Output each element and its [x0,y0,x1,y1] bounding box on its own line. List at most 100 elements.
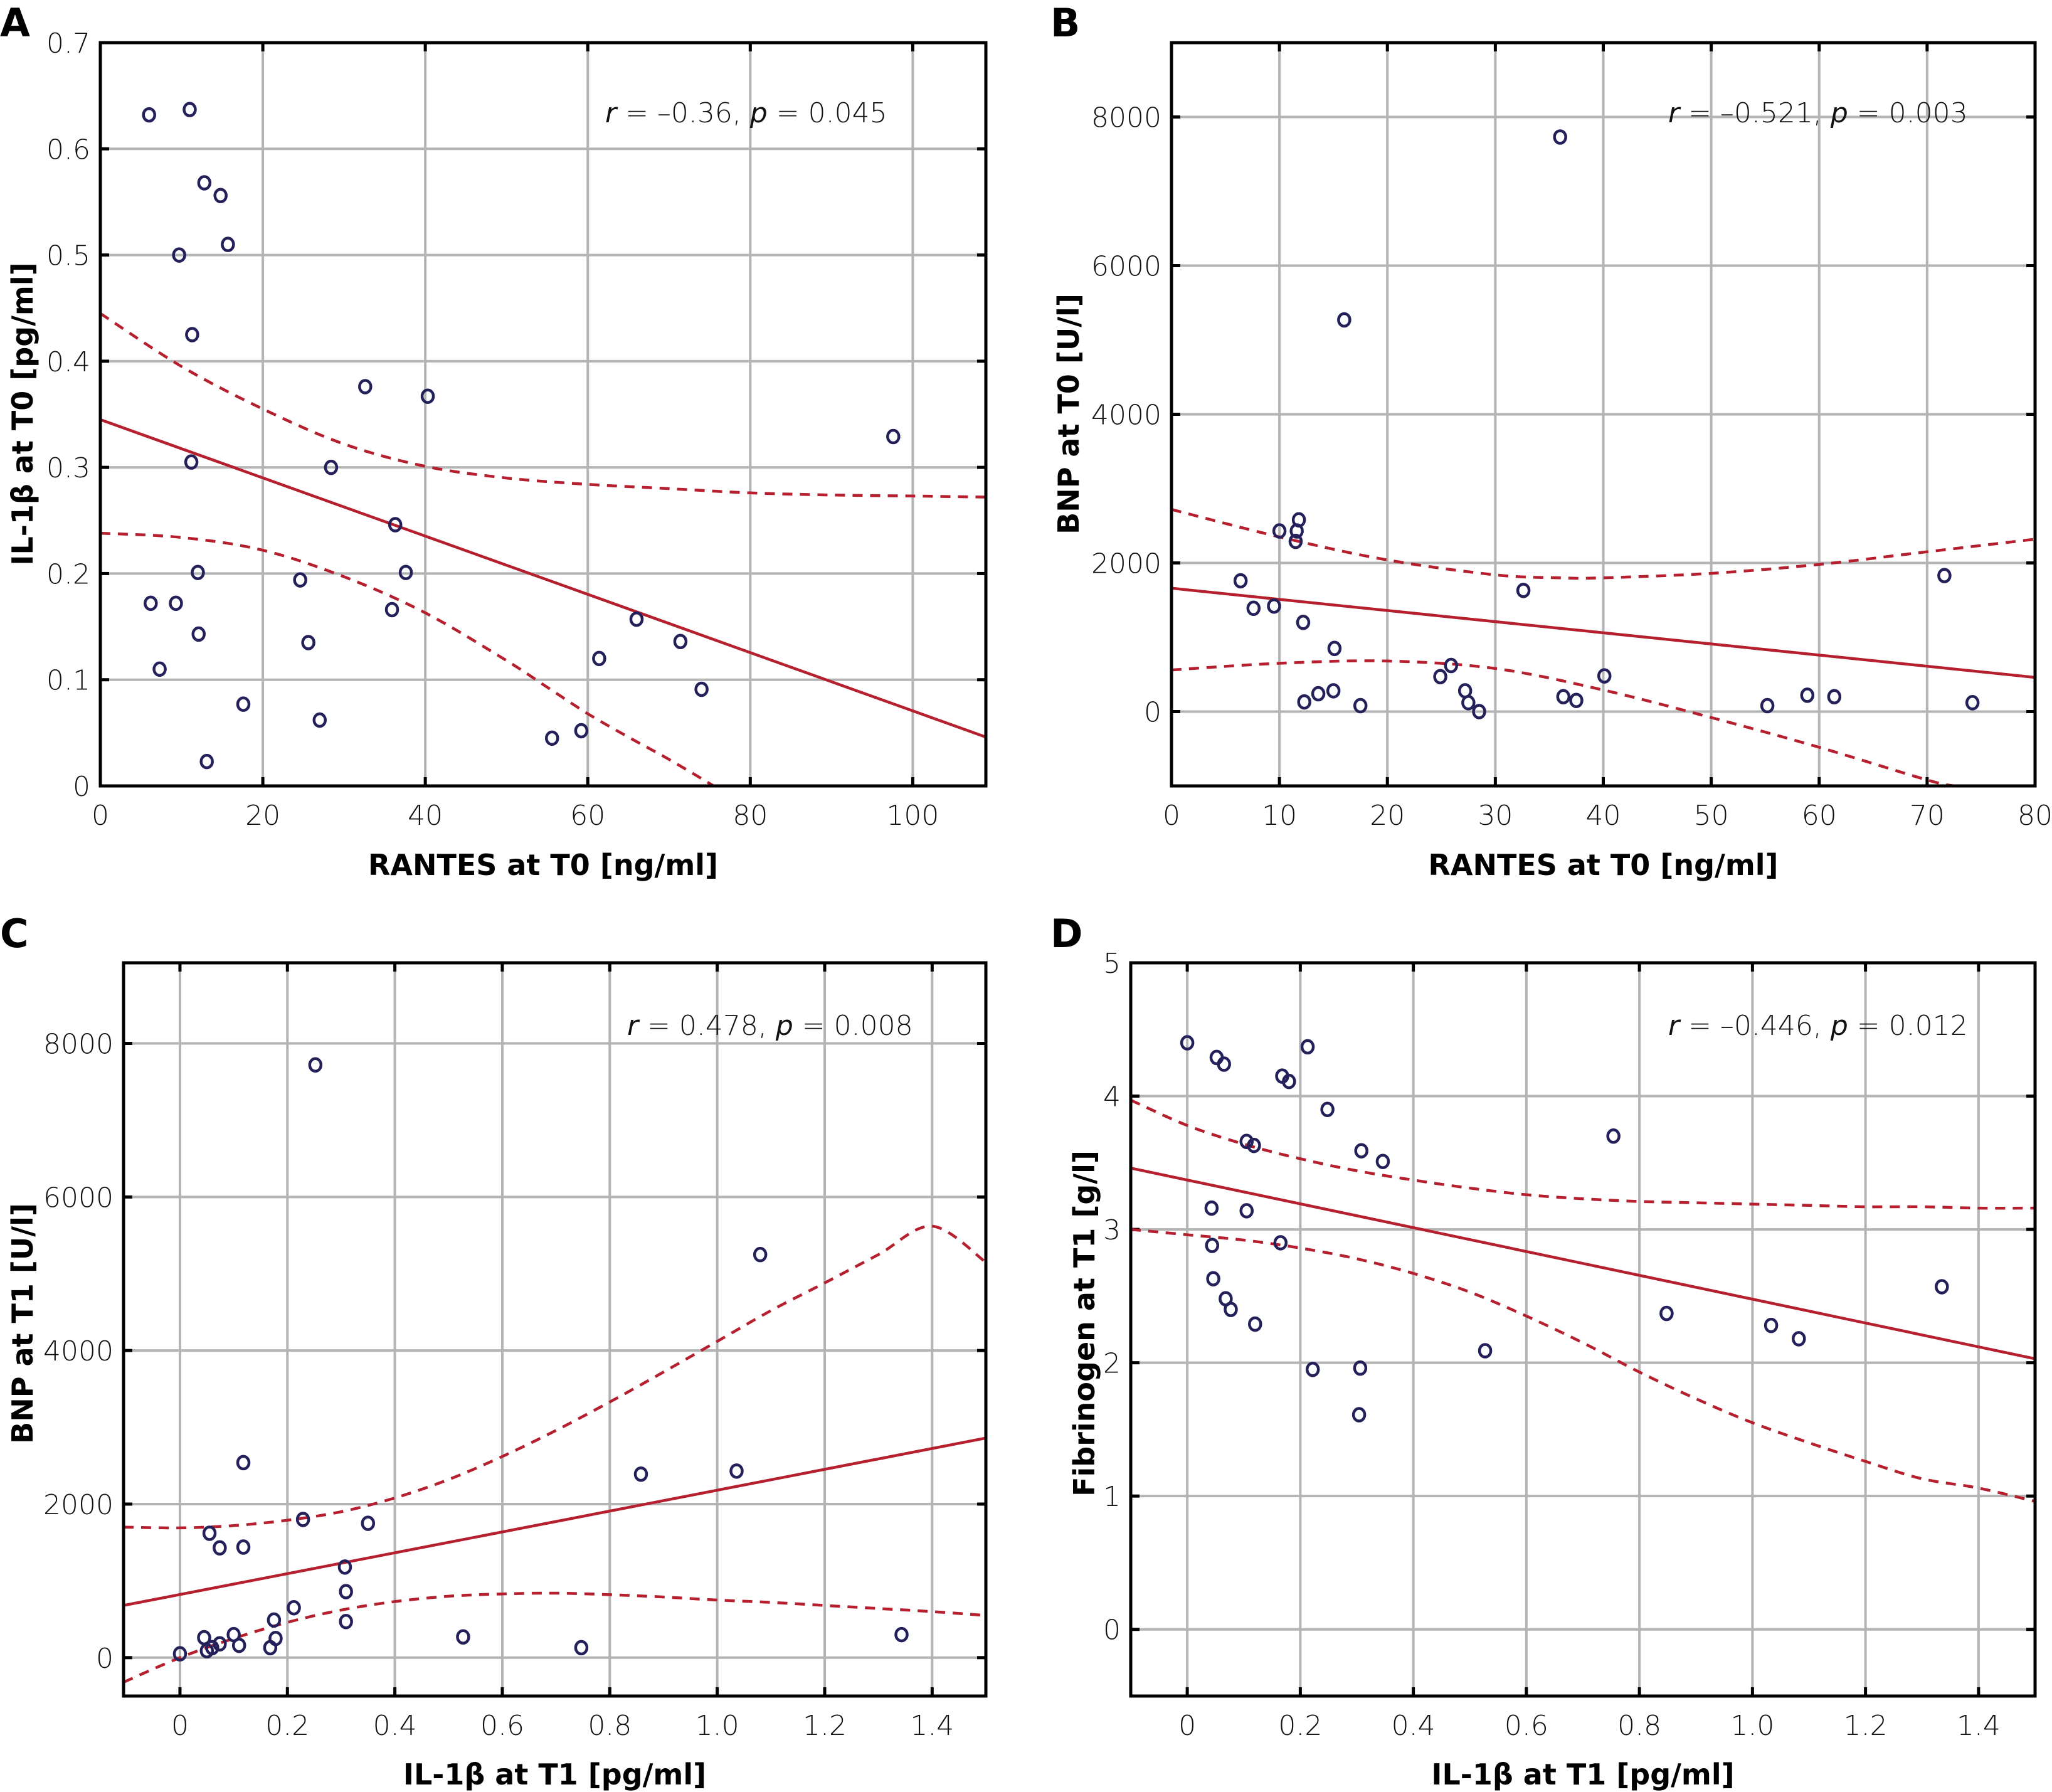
data-point [1659,1305,1674,1322]
data-point [205,1640,219,1656]
data-point [1180,1035,1195,1051]
data-point [1206,1271,1220,1286]
data-point [1472,704,1486,719]
x-tick-label: 20 [1370,800,1405,832]
data-point [301,635,315,650]
data-point [213,1540,227,1556]
data-point [287,1599,301,1616]
data-point [1327,640,1342,657]
y-tick-label: 0.2 [46,558,90,590]
x-tick-label: 0 [1163,800,1180,832]
plot-frame [1170,41,2037,788]
x-tick-label: 0.2 [1278,1710,1322,1742]
y-axis-label: Fibrinogen at T1 [g/l] [1067,1150,1101,1497]
regression-line [100,418,986,739]
y-tick-label: 6000 [1091,251,1161,283]
panel-c: C 0 0.2 0.4 0.6 0.8 1.0 1.2 1.4 0 2000 4000 6000 8000… [0,911,988,1791]
y-tick-label: 0.6 [46,134,90,166]
correlation-annotation: r = 0.478, p = 0.008 [627,1010,913,1042]
ci-lower-curve [100,531,715,786]
y-tick-label: 6000 [43,1182,114,1214]
data-point [1935,1279,1949,1295]
data-point [213,188,228,204]
y-tick-label: 4000 [1091,400,1161,432]
data-point [1792,1331,1806,1347]
data-point [202,1525,217,1541]
data-point [191,626,206,642]
panel-letter: B [1050,0,1080,46]
r-symbol: r [1668,1010,1681,1042]
x-tick-label: 0.2 [265,1710,309,1742]
data-point [1233,573,1248,589]
plot-frame [1129,961,2037,1698]
y-tick-label: 0.3 [46,452,90,484]
x-tick-label: 0 [171,1710,189,1742]
y-tick-label: 0.5 [46,240,90,272]
data-point [1239,1133,1254,1150]
regression-line [1131,1167,2035,1360]
ci-lower-curve [124,1591,986,1684]
data-point [358,379,373,395]
data-point [1288,533,1303,549]
correlation-annotation: r = –0.521, p = 0.003 [1668,97,1968,129]
y-tick-label: 0.7 [46,28,90,60]
y-tick-label: 0.1 [46,665,90,697]
data-point [236,1455,251,1471]
panel-d: D 0 0.2 0.4 0.6 0.8 1.0 1.2 1.4 0 1 2 3 4 5 IL-1β at T1… [1050,911,2037,1791]
data-point [197,175,212,191]
x-tick-label: 0 [1178,1710,1196,1742]
x-tick-label: 0.4 [373,1710,417,1742]
x-tick-label: 1.2 [1844,1710,1888,1742]
data-point [295,1512,310,1527]
y-axis-label: BNP at T0 [U/l] [1052,294,1086,534]
x-tick-label: 1.2 [803,1710,847,1742]
data-point [1300,1039,1315,1055]
x-axis-label: RANTES at T0 [ng/ml] [368,848,718,882]
data-point [1800,687,1815,703]
r-symbol: r [627,1010,640,1042]
data-point [1965,695,1980,711]
data-point [388,517,403,533]
data-point [1305,1362,1320,1377]
x-tick-label: 70 [1910,800,1945,832]
data-point [574,723,589,739]
data-point [544,730,559,746]
x-tick-label: 30 [1478,800,1513,832]
data-point [339,1614,353,1630]
x-tick-label: 40 [1586,800,1621,832]
fit-layer [100,312,986,786]
data-point [1375,1153,1390,1169]
data-point [144,595,158,612]
data-point [1204,1200,1219,1216]
data-point [1326,683,1341,699]
data-point [236,696,251,712]
data-point [191,565,205,580]
data-point [213,1636,227,1652]
data-point [1296,615,1311,630]
ci-upper-curve [1131,1098,2035,1210]
y-tick-label: 0.4 [46,346,90,378]
data-point [182,102,197,117]
data-point [1937,568,1952,583]
data-point [308,1057,323,1073]
x-tick-label: 40 [408,800,443,832]
r-value: = –0.446, [1679,1010,1831,1042]
y-tick-label: 4 [1103,1081,1121,1113]
correlation-annotation: r = –0.446, p = 0.012 [1668,1010,1968,1042]
x-tick-label: 0.4 [1392,1710,1436,1742]
data-point [337,1559,352,1575]
data-point [1239,1203,1254,1219]
data-point [267,1612,282,1628]
regression-line [124,1436,986,1607]
r-value: = –0.521, [1679,97,1831,129]
fit-layer [1131,1098,2035,1503]
data-point [185,327,199,342]
y-tick-label: 2000 [1091,548,1161,580]
panel-letter: D [1050,911,1082,957]
data-point [1267,598,1281,614]
data-point [1444,657,1459,674]
data-point [1289,523,1304,539]
data-point [1320,1101,1335,1118]
data-point [1478,1343,1493,1359]
